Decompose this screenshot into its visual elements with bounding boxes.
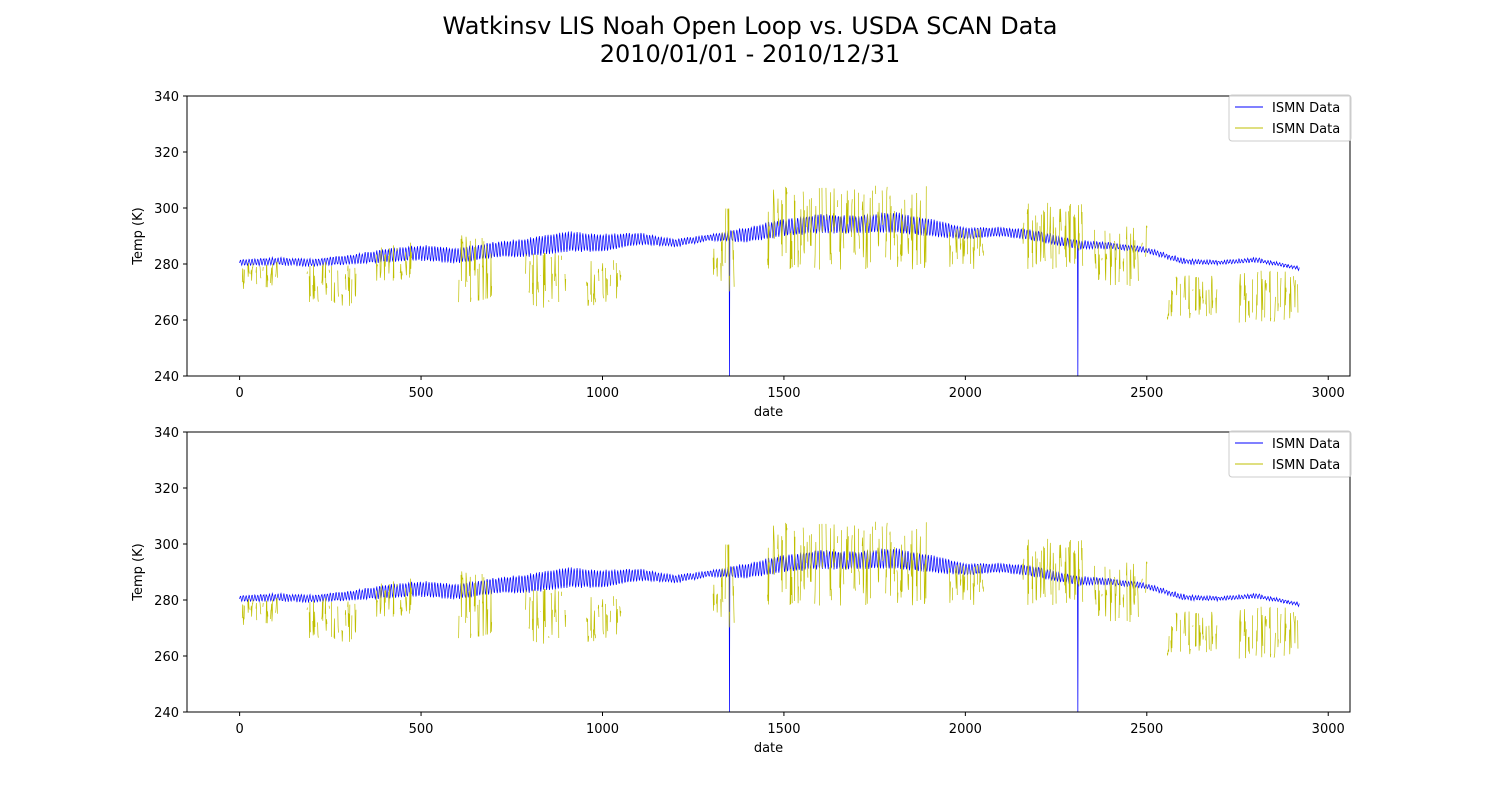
x-tick-label: 0 [235,386,243,401]
y-tick-label: 300 [154,202,179,217]
x-axis-label: date [754,741,783,756]
yellow-cluster-1 [306,597,357,642]
series-line-yellow [241,521,1299,659]
yellow-cluster-7 [767,185,927,270]
yellow-cluster-3 [458,571,493,639]
y-tick-label: 260 [154,314,179,329]
yellow-cluster-2 [375,578,412,617]
x-tick-label: 1500 [767,722,800,737]
figure-title: Watkinsv LIS Noah Open Loop vs. USDA SCA… [0,12,1500,68]
subplot-1: 0 500 1000 1500 2000 2500 3000 240 260 280 300 320 3… [131,90,1352,420]
x-axis-label: date [754,405,783,420]
yellow-cluster-9 [1022,538,1084,606]
series-line-blue [239,548,1300,712]
x-tick-label: 2500 [1130,386,1163,401]
x-tick-label: 500 [409,386,434,401]
yellow-cluster-4 [525,588,567,644]
yellow-cluster-0 [241,597,278,625]
yellow-cluster-9 [1022,202,1084,270]
y-tick-label: 280 [154,258,179,273]
legend-label: ISMN Data [1272,122,1340,137]
x-tick-label: 0 [235,722,243,737]
axes-frame [186,431,1351,713]
yellow-cluster-0 [241,261,278,289]
series-line-blue [239,212,1300,376]
legend: ISMN Data ISMN Data [1228,94,1352,142]
yellow-cluster-12 [1238,606,1299,659]
y-tick-label: 320 [154,146,179,161]
y-tick-label: 320 [154,482,179,497]
legend-label: ISMN Data [1272,101,1340,116]
y-tick-label: 340 [154,426,179,441]
yellow-cluster-10 [1094,225,1148,286]
yellow-cluster-5 [586,260,622,306]
x-tick-label: 1000 [586,722,619,737]
yellow-cluster-2 [375,242,412,281]
x-tick-label: 1000 [586,386,619,401]
yellow-cluster-6 [712,544,735,628]
x-tick-label: 500 [409,722,434,737]
y-tick-label: 300 [154,538,179,553]
subplot-2: 0 500 1000 1500 2000 2500 3000 240 260 280 300 320 3… [131,426,1352,756]
yellow-cluster-3 [458,235,493,303]
axes-frame [186,95,1351,377]
y-tick-label: 240 [154,370,179,385]
yellow-cluster-1 [306,261,357,306]
yellow-cluster-11 [1166,275,1218,320]
x-tick-label: 2000 [949,722,982,737]
yellow-cluster-6 [712,208,735,292]
figure-title-line-2: 2010/01/01 - 2010/12/31 [599,40,901,68]
x-tick-label: 2500 [1130,722,1163,737]
yellow-cluster-12 [1238,270,1299,323]
yellow-cluster-8 [948,228,984,269]
y-tick-label: 340 [154,90,179,105]
x-tick-label: 2000 [949,386,982,401]
yellow-cluster-11 [1166,611,1218,656]
legend-label: ISMN Data [1272,458,1340,473]
y-tick-label: 260 [154,650,179,665]
plot-area [239,521,1300,712]
x-tick-label: 1500 [767,386,800,401]
x-tick-label: 3000 [1312,722,1345,737]
y-tick-label: 240 [154,706,179,721]
y-tick-label: 280 [154,594,179,609]
plot-area [239,185,1300,376]
x-tick-label: 3000 [1312,386,1345,401]
y-axis-label: Temp (K) [131,543,146,601]
y-axis-label: Temp (K) [131,207,146,265]
legend: ISMN Data ISMN Data [1228,430,1352,478]
yellow-cluster-5 [586,596,622,642]
yellow-cluster-8 [948,564,984,605]
figure-title-line-1: Watkinsv LIS Noah Open Loop vs. USDA SCA… [442,12,1058,40]
yellow-cluster-10 [1094,561,1148,622]
legend-label: ISMN Data [1272,437,1340,452]
series-line-yellow [241,185,1299,323]
yellow-cluster-7 [767,521,927,606]
yellow-cluster-4 [525,252,567,308]
